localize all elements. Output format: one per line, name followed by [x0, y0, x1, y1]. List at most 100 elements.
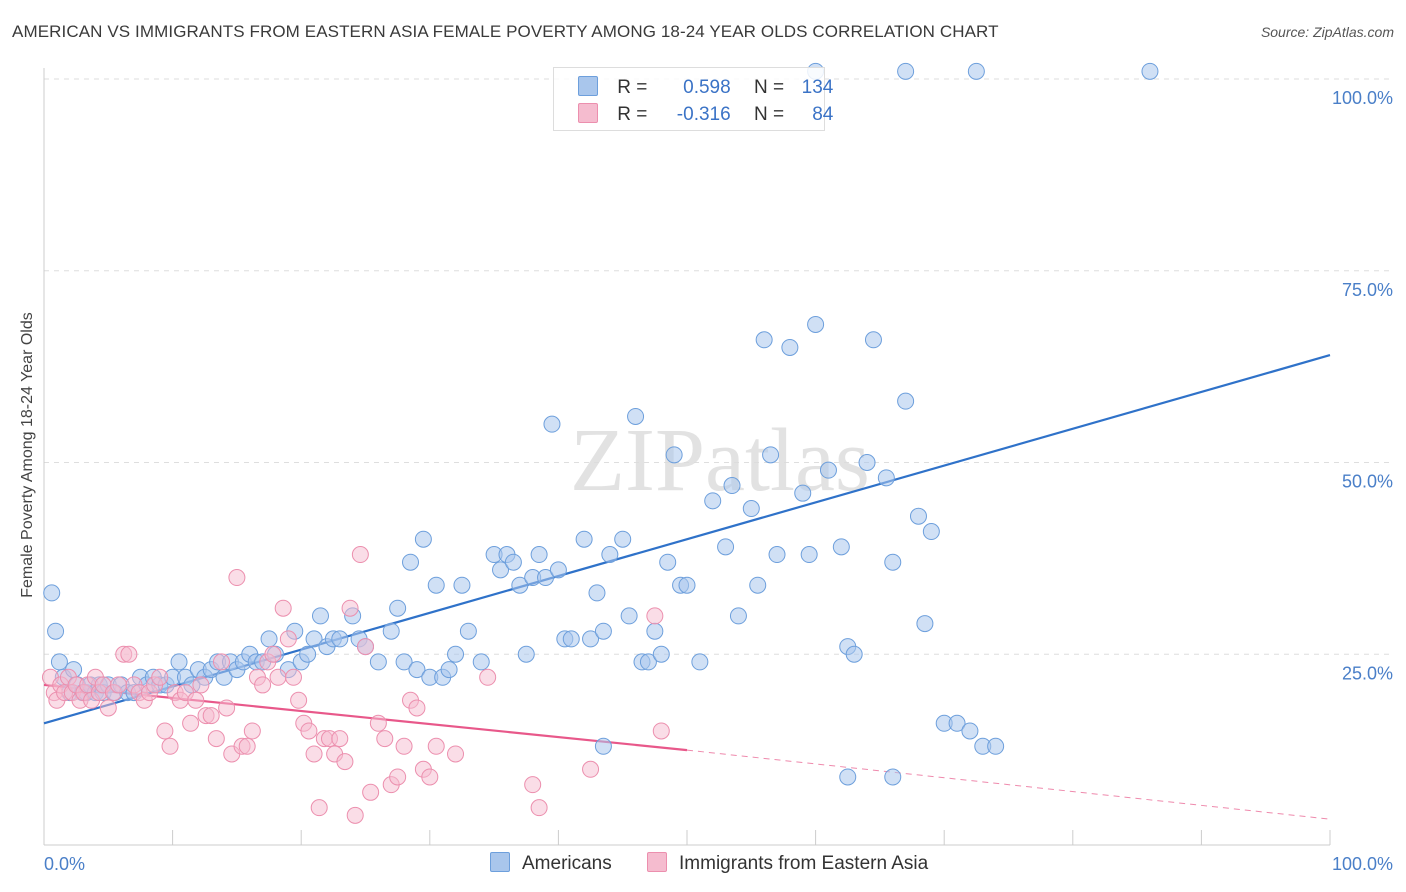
american-point — [594, 737, 612, 755]
immigrant-point — [238, 737, 256, 755]
immigrant-point — [479, 668, 497, 686]
american-point — [762, 446, 780, 464]
immigrant-point — [408, 699, 426, 717]
american-point — [382, 622, 400, 640]
immigrant-point — [243, 722, 261, 740]
immigrant-point — [582, 760, 600, 778]
american-point — [43, 584, 61, 602]
immigrants-trend-extension — [686, 749, 1331, 820]
gridlines — [44, 78, 1392, 655]
immigrant-point — [274, 599, 292, 617]
immigrant-point — [395, 737, 413, 755]
american-point — [839, 768, 857, 786]
immigrant-point — [99, 699, 117, 717]
axes — [43, 68, 1331, 846]
american-point — [807, 315, 825, 333]
immigrants-r-value: -0.316 — [676, 104, 731, 125]
american-point — [369, 653, 387, 671]
american-point — [299, 645, 317, 663]
tick-labels: 25.0% 50.0% 75.0% 100.0% 0.0% 100.0% — [44, 88, 1393, 874]
immigrant-point — [151, 668, 169, 686]
american-point — [537, 569, 555, 587]
american-point — [819, 461, 837, 479]
immigrants-swatch — [647, 852, 668, 872]
immigrant-point — [254, 676, 272, 694]
immigrant-point — [341, 599, 359, 617]
immigrant-point — [331, 730, 349, 748]
immigrant-point — [110, 676, 128, 694]
immigrant-point — [336, 753, 354, 771]
american-point — [916, 615, 934, 633]
american-point — [749, 576, 767, 594]
american-point — [987, 737, 1005, 755]
american-point — [742, 500, 760, 518]
american-point — [311, 607, 329, 625]
american-point — [691, 653, 709, 671]
american-point — [562, 630, 580, 648]
immigrant-point — [218, 699, 236, 717]
american-point — [447, 645, 465, 663]
american-point — [620, 607, 638, 625]
immigrant-point — [346, 806, 364, 824]
american-point — [511, 576, 529, 594]
american-point — [897, 392, 915, 410]
immigrant-point — [362, 783, 380, 801]
immigrant-point — [182, 714, 200, 732]
american-point — [389, 599, 407, 617]
watermark: ZIPatlas — [570, 411, 870, 510]
americans-n-value: 134 — [801, 77, 834, 98]
immigrant-point — [207, 730, 225, 748]
immigrants-points — [41, 546, 670, 824]
american-point — [897, 62, 915, 80]
immigrant-point — [290, 691, 308, 709]
american-point — [659, 553, 677, 571]
american-point — [575, 530, 593, 548]
immigrant-point — [427, 737, 445, 755]
american-point — [948, 714, 966, 732]
y-tick-label: 100.0% — [1332, 88, 1393, 108]
series-legend: Americans Immigrants from Eastern Asia — [490, 852, 958, 875]
chart-title: AMERICAN VS IMMIGRANTS FROM EASTERN ASIA… — [12, 22, 999, 41]
american-point — [614, 530, 632, 548]
immigrant-point — [300, 722, 318, 740]
american-point — [665, 446, 683, 464]
american-point — [260, 630, 278, 648]
american-point — [47, 622, 65, 640]
x-tick-label: 100.0% — [1332, 854, 1393, 874]
legend-immigrants-label: Immigrants from Eastern Asia — [679, 853, 929, 874]
immigrant-point — [447, 745, 465, 763]
n-label: N = — [753, 104, 785, 125]
american-point — [967, 62, 985, 80]
immigrant-point — [264, 645, 282, 663]
immigrant-point — [212, 653, 230, 671]
immigrant-point — [389, 768, 407, 786]
american-point — [414, 530, 432, 548]
american-point — [402, 553, 420, 571]
immigrant-point — [120, 645, 138, 663]
american-point — [858, 454, 876, 471]
legend-item-immigrants: Immigrants from Eastern Asia — [647, 852, 928, 875]
immigrant-point — [369, 714, 387, 732]
legend-item-americans: Americans — [490, 852, 612, 875]
american-point — [717, 538, 735, 556]
american-point — [961, 722, 979, 740]
immigrant-point — [269, 668, 287, 686]
american-point — [530, 546, 548, 564]
american-point — [453, 576, 471, 594]
y-tick-label: 25.0% — [1342, 663, 1393, 683]
american-point — [459, 622, 477, 640]
american-point — [864, 331, 882, 349]
american-point — [50, 653, 68, 671]
immigrant-point — [530, 799, 548, 817]
american-point — [646, 622, 664, 640]
american-point — [170, 653, 188, 671]
r-label: R = — [617, 104, 648, 125]
american-point — [755, 331, 773, 349]
americans-swatch — [490, 852, 510, 872]
immigrant-point — [156, 722, 174, 740]
american-point — [794, 484, 812, 502]
american-point — [492, 561, 510, 579]
immigrant-point — [192, 676, 210, 694]
american-point — [884, 768, 902, 786]
correlation-legend: R = 0.598 N = 134 R = -0.316 N = 84 — [553, 67, 833, 131]
